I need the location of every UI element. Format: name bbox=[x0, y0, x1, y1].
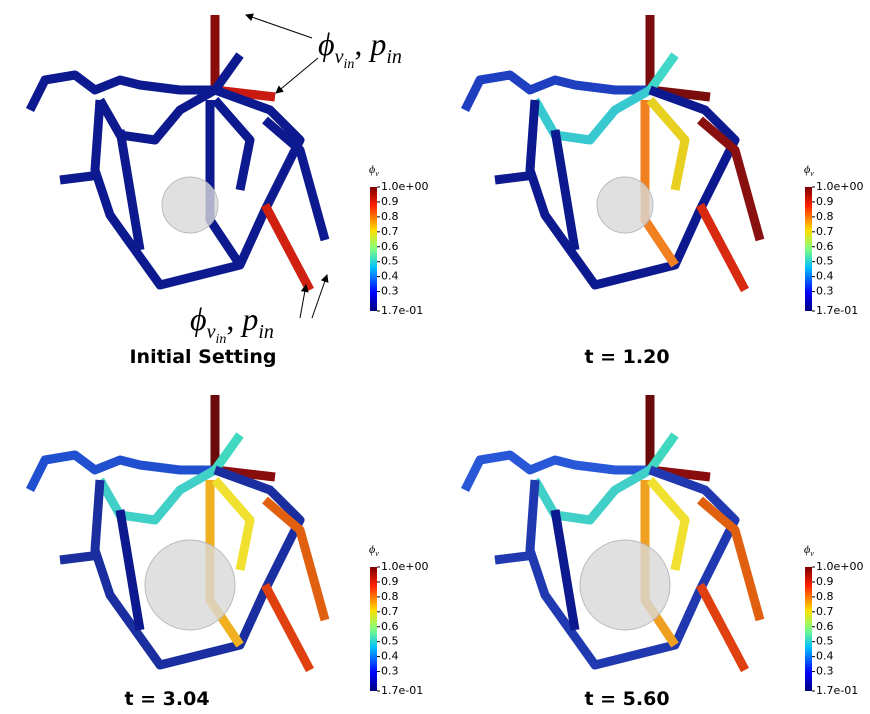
tick-label: 0.5 bbox=[816, 635, 834, 648]
symbol: ϕ bbox=[190, 301, 207, 337]
tick-label: 1.7e-01 bbox=[381, 304, 423, 317]
subscript: in bbox=[258, 321, 274, 343]
vessel-rendering bbox=[465, 395, 760, 670]
panel-caption: t = 3.04 bbox=[124, 688, 209, 710]
tick-label: 0.3 bbox=[816, 285, 834, 298]
tick-label: 0.7 bbox=[381, 225, 399, 238]
tick-label: 1.0e+00 bbox=[381, 560, 428, 573]
tick-label: 0.7 bbox=[816, 225, 834, 238]
figure: ϕvin,pin ϕvin,pin Initial Settingϕv1.0e+… bbox=[0, 0, 870, 714]
tick-label: 0.5 bbox=[381, 255, 399, 268]
vessel bbox=[265, 205, 310, 290]
separator: , bbox=[226, 301, 234, 337]
vessel bbox=[265, 585, 310, 670]
colorbar bbox=[805, 187, 812, 311]
tick-label: 1.7e-01 bbox=[816, 684, 858, 697]
vessel bbox=[215, 100, 250, 190]
subscript: v bbox=[375, 169, 379, 178]
tick-label: 0.3 bbox=[381, 285, 399, 298]
tick-label: 0.3 bbox=[381, 665, 399, 678]
subscript: in bbox=[386, 46, 402, 68]
tick-label: 0.9 bbox=[381, 195, 399, 208]
subscript: v bbox=[207, 321, 216, 343]
tick-label: 0.8 bbox=[816, 210, 834, 223]
tick-label: 1.0e+00 bbox=[816, 560, 863, 573]
symbol: p bbox=[240, 301, 258, 337]
tick-label: 1.0e+00 bbox=[816, 180, 863, 193]
subscript: in bbox=[343, 57, 354, 72]
subscript: v bbox=[375, 549, 379, 558]
tick-label: 0.6 bbox=[816, 620, 834, 633]
subscript: in bbox=[215, 332, 226, 347]
tick-label: 0.4 bbox=[381, 270, 399, 283]
annotation: ϕvin,pin bbox=[318, 26, 402, 72]
tick-label: 0.5 bbox=[816, 255, 834, 268]
tick-label: 0.9 bbox=[816, 195, 834, 208]
tick-label: 0.6 bbox=[816, 240, 834, 253]
separator: , bbox=[354, 26, 362, 62]
vessel bbox=[495, 175, 535, 180]
tick-label: 0.8 bbox=[381, 590, 399, 603]
symbol: p bbox=[368, 26, 386, 62]
vessel bbox=[700, 205, 745, 290]
colorbar bbox=[370, 187, 377, 311]
tick-label: 0.4 bbox=[381, 650, 399, 663]
symbol: ϕ bbox=[318, 26, 335, 62]
colorbar-title: ϕv bbox=[369, 542, 379, 558]
colorbar bbox=[370, 567, 377, 691]
tumor-sphere bbox=[145, 540, 235, 630]
vessel bbox=[60, 175, 100, 180]
tick-label: 0.7 bbox=[816, 605, 834, 618]
colorbar-title: ϕv bbox=[804, 162, 814, 178]
vessel bbox=[650, 100, 685, 190]
tick-label: 1.0e+00 bbox=[381, 180, 428, 193]
tumor-sphere bbox=[580, 540, 670, 630]
subscript: v bbox=[335, 46, 344, 68]
tick-label: 0.5 bbox=[381, 635, 399, 648]
subscript: v bbox=[810, 549, 814, 558]
panel-caption: t = 1.20 bbox=[584, 346, 669, 368]
panel-caption: Initial Setting bbox=[129, 346, 276, 368]
tick-label: 0.7 bbox=[381, 605, 399, 618]
tick-label: 0.8 bbox=[816, 590, 834, 603]
vessel bbox=[495, 555, 535, 560]
tick-label: 0.8 bbox=[381, 210, 399, 223]
colorbar bbox=[805, 567, 812, 691]
subscript: v bbox=[810, 169, 814, 178]
tumor-sphere bbox=[162, 177, 218, 233]
tick-label: 1.7e-01 bbox=[816, 304, 858, 317]
vessel-rendering bbox=[465, 15, 760, 290]
vessel-rendering bbox=[30, 15, 325, 290]
tick-label: 0.9 bbox=[381, 575, 399, 588]
tick-label: 0.9 bbox=[816, 575, 834, 588]
tick-label: 0.4 bbox=[816, 270, 834, 283]
tumor-sphere bbox=[597, 177, 653, 233]
tick-label: 0.6 bbox=[381, 620, 399, 633]
vessel bbox=[700, 585, 745, 670]
colorbar-title: ϕv bbox=[369, 162, 379, 178]
tick-label: 0.4 bbox=[816, 650, 834, 663]
tick-label: 0.6 bbox=[381, 240, 399, 253]
colorbar-title: ϕv bbox=[804, 542, 814, 558]
vessel bbox=[60, 555, 100, 560]
tick-label: 1.7e-01 bbox=[381, 684, 423, 697]
panel-caption: t = 5.60 bbox=[584, 688, 669, 710]
annotation: ϕvin,pin bbox=[190, 301, 274, 347]
tick-label: 0.3 bbox=[816, 665, 834, 678]
vessel-rendering bbox=[30, 395, 325, 670]
